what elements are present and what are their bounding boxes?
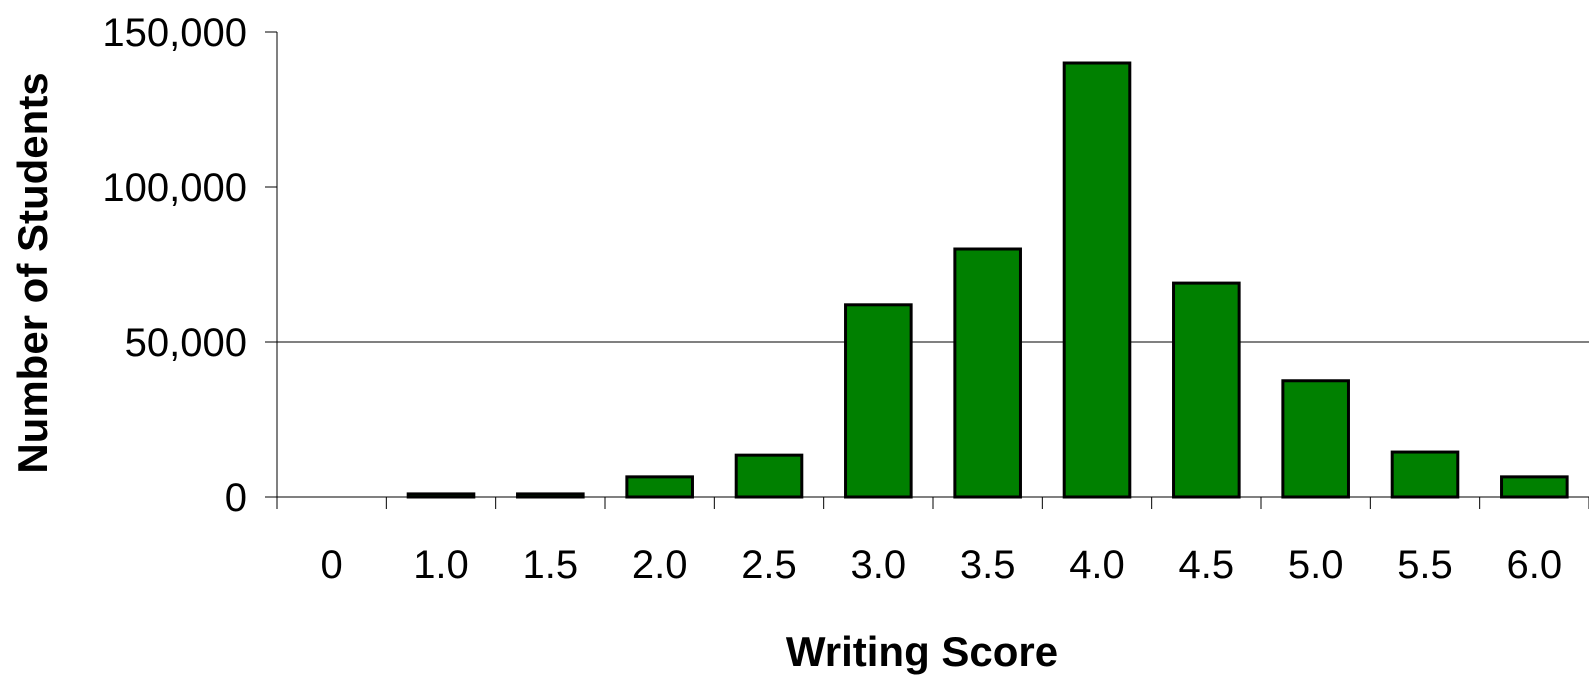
x-axis-ticks: 0 1.0 1.5 2.0 2.5 3.0 3.5 4.0 4.5 5.0 5.5 6.0: [276, 497, 1589, 587]
bar-2.5: [734, 453, 804, 499]
x-tick-label: 4.5: [1179, 543, 1235, 587]
bar-5.0: [1281, 379, 1350, 499]
y-tick-label: 0: [225, 476, 247, 520]
x-tick-label: 4.0: [1069, 543, 1125, 587]
bars: [406, 61, 1569, 499]
bar-4.0: [1062, 61, 1132, 499]
x-axis-title: Writing Score: [786, 628, 1058, 675]
x-tick-label: 5.5: [1397, 543, 1453, 587]
y-tick-label: 100,000: [102, 166, 247, 210]
y-axis-title: Number of Students: [9, 72, 56, 473]
y-tick-label: 150,000: [102, 11, 247, 55]
y-tick-label: 50,000: [125, 321, 247, 365]
bar-5.5: [1390, 450, 1460, 499]
axes: [276, 32, 1589, 498]
x-tick-label: 0: [321, 543, 343, 587]
x-tick-label: 3.5: [960, 543, 1016, 587]
x-tick-label: 1.0: [413, 543, 469, 587]
x-tick-label: 1.5: [523, 543, 579, 587]
y-axis-ticks: 0 50,000 100,000 150,000: [102, 11, 277, 520]
bar-2.0: [625, 475, 694, 499]
x-tick-label: 6.0: [1507, 543, 1563, 587]
x-tick-label: 2.5: [741, 543, 797, 587]
x-tick-label: 3.0: [851, 543, 907, 587]
x-tick-label: 2.0: [632, 543, 688, 587]
bar-3.0: [844, 303, 913, 499]
bar-3.5: [953, 247, 1022, 499]
bar-6.0: [1500, 475, 1569, 499]
x-tick-label: 5.0: [1288, 543, 1344, 587]
bar-4.5: [1172, 281, 1241, 499]
